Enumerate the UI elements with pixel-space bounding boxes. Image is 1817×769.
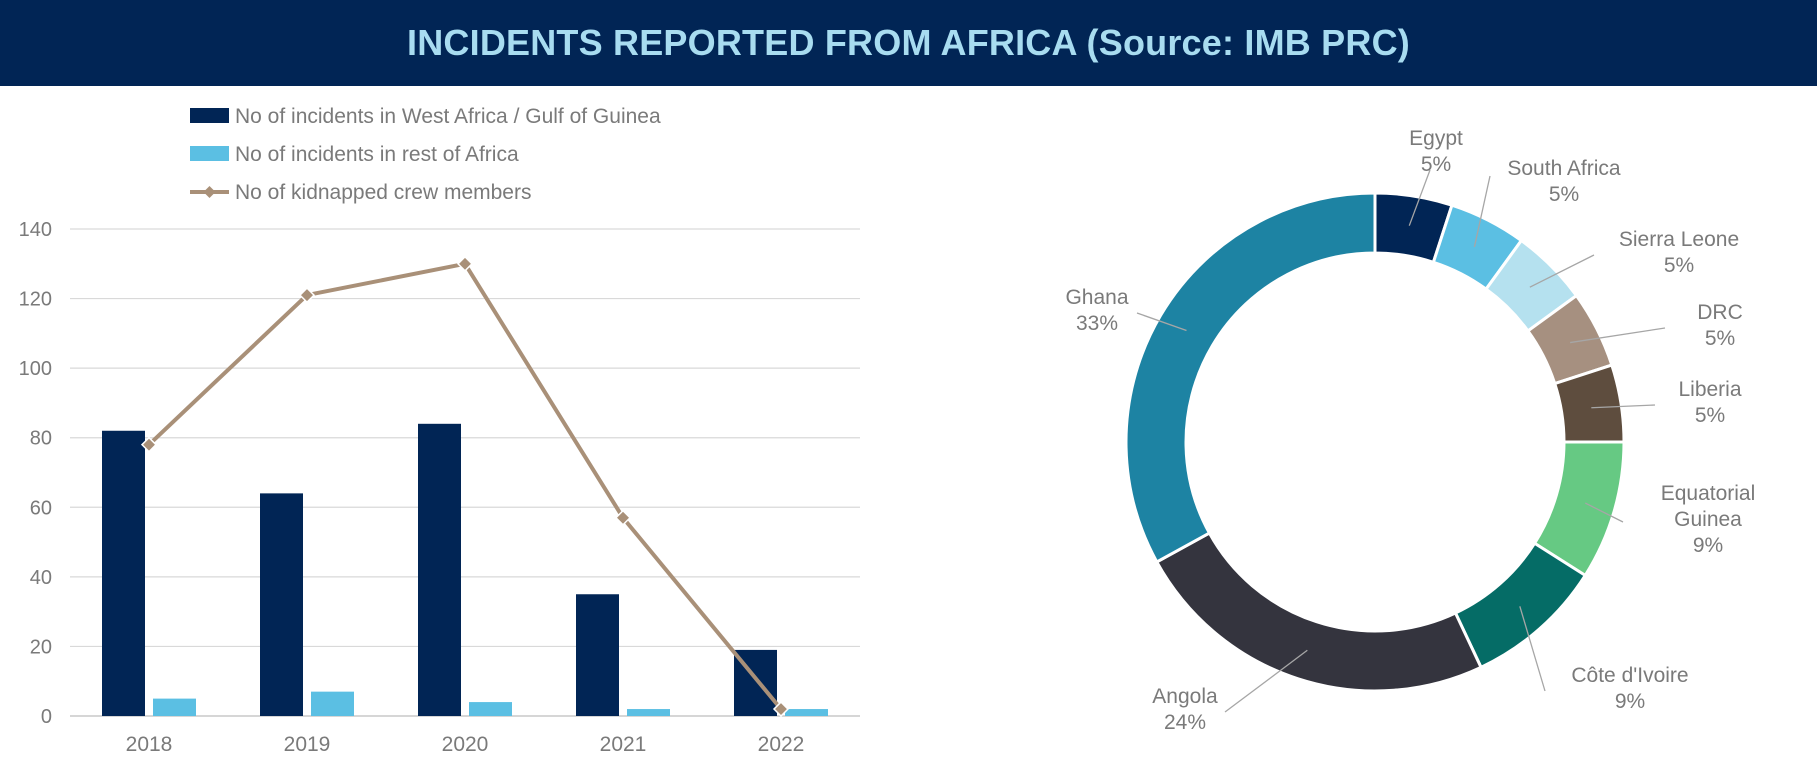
legend-swatch (190, 108, 229, 123)
bar (627, 709, 670, 716)
leader-line (1473, 175, 1491, 248)
bar (418, 423, 461, 716)
legend-label: No of incidents in West Africa / Gulf of… (235, 105, 661, 128)
x-tick-label: 2018 (126, 733, 173, 756)
x-tick-label: 2020 (442, 733, 489, 756)
leader-line (1591, 404, 1656, 409)
y-tick-label: 40 (30, 567, 52, 589)
x-tick-label: 2022 (758, 733, 805, 756)
y-tick-label: 120 (19, 289, 52, 311)
slice-percent: 5% (1421, 153, 1451, 176)
series-line (147, 261, 783, 711)
bar (576, 594, 619, 716)
leader-line (1585, 502, 1624, 523)
leader-line (1224, 649, 1308, 713)
legend-swatch-marker (203, 186, 216, 198)
bar (153, 698, 196, 716)
slice-label: Liberia (1678, 378, 1741, 401)
bar (469, 702, 512, 716)
slice-label: Angola (1152, 685, 1218, 708)
leader-line (1529, 254, 1595, 288)
line-point (298, 287, 316, 304)
y-tick-label: 20 (30, 636, 52, 658)
slice-percent: 9% (1693, 534, 1723, 557)
slice-label: Côte d'Ivoire (1571, 664, 1688, 687)
slice-percent: 33% (1076, 312, 1118, 335)
bar (260, 493, 303, 716)
donut-slice (1453, 541, 1588, 670)
slice-percent: 5% (1695, 404, 1725, 427)
line-point (772, 700, 790, 718)
donut-chart: Egypt 5% South Africa 5% Sierra Leone 5% DRC 5%… (1065, 127, 1756, 734)
x-tick-label: 2021 (600, 733, 647, 756)
y-tick-label: 80 (30, 428, 52, 450)
slice-percent: 9% (1615, 690, 1645, 713)
slice-percent: 5% (1549, 183, 1579, 206)
slice-percent: 24% (1164, 711, 1206, 734)
slice-label: Ghana (1065, 286, 1128, 309)
y-tick-label: 100 (19, 358, 52, 380)
bar (311, 691, 354, 716)
slice-percent: 5% (1705, 327, 1735, 350)
y-tick-label: 140 (19, 219, 52, 241)
slice-label: DRC (1697, 301, 1743, 324)
slice-label: Equatorial (1661, 482, 1756, 505)
bar (102, 430, 145, 716)
bar-line-chart: 0 20 40 60 80 100 120 140 2018 2019 2020 2021 2022 No… (19, 105, 860, 756)
slice-percent: 5% (1664, 254, 1694, 277)
slice-label: Egypt (1409, 127, 1463, 150)
donut-slice (1124, 191, 1377, 564)
leader-line (1136, 312, 1187, 332)
bar (785, 709, 828, 716)
line-point (140, 436, 158, 453)
leader-line (1570, 327, 1666, 344)
legend-label: No of kidnapped crew members (235, 181, 531, 204)
slice-label: Sierra Leone (1619, 228, 1739, 251)
page-title: INCIDENTS REPORTED FROM AFRICA (Source: … (407, 22, 1410, 63)
line-point (614, 509, 632, 526)
slice-label: Guinea (1674, 508, 1742, 531)
leader-line (1519, 606, 1546, 692)
chart-area: 0 20 40 60 80 100 120 140 2018 2019 2020 2021 2022 No… (0, 86, 1817, 769)
title-banner: INCIDENTS REPORTED FROM AFRICA (Source: … (0, 0, 1817, 86)
y-tick-label: 0 (41, 706, 52, 728)
line-point (456, 255, 474, 272)
leader-line (1408, 169, 1431, 226)
y-tick-label: 60 (30, 497, 52, 519)
slice-label: South Africa (1507, 157, 1621, 180)
legend-swatch (190, 146, 229, 161)
legend-label: No of incidents in rest of Africa (235, 143, 519, 166)
x-tick-label: 2019 (284, 733, 331, 756)
donut-slice (1154, 531, 1484, 693)
